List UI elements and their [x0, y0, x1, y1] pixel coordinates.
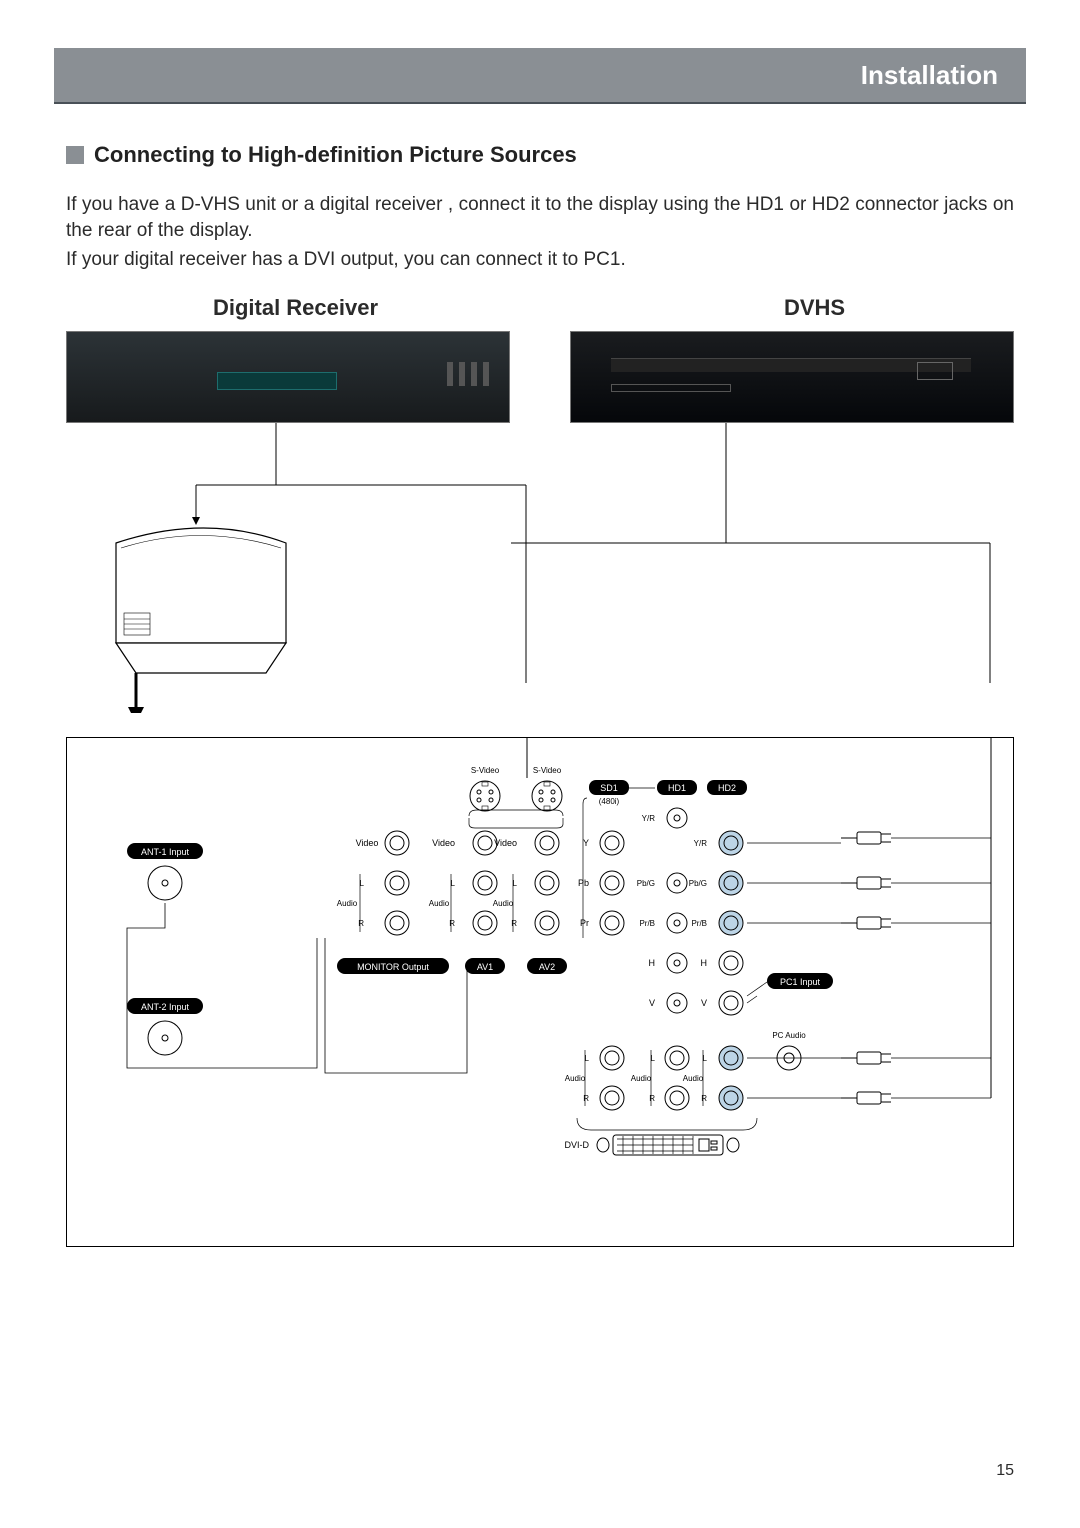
label-dvhs: DVHS: [495, 295, 1014, 321]
hd1-PrB: Pr/B: [639, 919, 655, 928]
audio-R: R: [358, 919, 364, 928]
dvi-label: DVI-D: [565, 1140, 590, 1150]
dvi-connector: DVI-D: [565, 1135, 740, 1155]
hd1-YR: Y/R: [642, 814, 656, 823]
digital-receiver-image: [66, 331, 510, 423]
sd1-audio: L Audio R: [565, 1046, 624, 1110]
hd1-H: H: [649, 958, 656, 968]
side-plugs: [841, 832, 891, 1104]
sd1-header: SD1 (480i): [589, 780, 629, 806]
ant2-group: ANT-2 Input: [127, 998, 203, 1055]
label-digital-receiver: Digital Receiver: [66, 295, 495, 321]
hd-header: HD1 HD2: [657, 780, 747, 795]
sd1-label: SD1: [600, 783, 618, 793]
hd1a-audio: Audio: [631, 1074, 652, 1083]
sd1a-R: R: [583, 1094, 589, 1103]
sd1a-audio: Audio: [565, 1074, 586, 1083]
hd2-PrB: Pr/B: [691, 919, 707, 928]
bullet-icon: [66, 146, 84, 164]
sd1-Pb: Pb: [578, 878, 589, 888]
av1-audio: Audio: [429, 899, 450, 908]
av2-R: R: [511, 919, 517, 928]
ant2-label: ANT-2 Input: [141, 1002, 190, 1012]
rear-panel-svg: ANT-1 Input ANT-2 Input Video L Audio: [67, 738, 1013, 1246]
sd1-Pr: Pr: [580, 918, 589, 928]
hd1-audio: L Audio R: [631, 1046, 689, 1110]
header-title: Installation: [861, 60, 998, 91]
audio-label: Audio: [337, 899, 358, 908]
av1-label: AV1: [477, 962, 493, 972]
body-para-2: If your digital receiver has a DVI outpu…: [66, 247, 1014, 273]
monitor-out-label: MONITOR Output: [357, 962, 429, 972]
hd1-V: V: [649, 998, 655, 1008]
hd2-label: HD2: [718, 783, 736, 793]
device-labels: Digital Receiver DVHS: [66, 295, 1014, 321]
section-heading: Connecting to High-definition Picture So…: [66, 142, 1014, 168]
svideo2-label: S-Video: [533, 766, 562, 775]
hd1-PbG: Pb/G: [637, 879, 655, 888]
video-label: Video: [356, 838, 379, 848]
av2-label: AV2: [539, 962, 555, 972]
hd2-V: V: [701, 998, 707, 1008]
page-number: 15: [996, 1462, 1014, 1480]
section-title: Connecting to High-definition Picture So…: [94, 142, 577, 168]
svideo1-label: S-Video: [471, 766, 500, 775]
wiring-diagram: [66, 423, 1014, 713]
av2-column: Video L Audio R AV2: [493, 831, 567, 974]
hd2-H: H: [701, 958, 708, 968]
ant1-label: ANT-1 Input: [141, 847, 190, 857]
av1-R: R: [449, 919, 455, 928]
sd1-sub: (480i): [599, 797, 620, 806]
svideo-group: S-Video S-Video: [470, 766, 562, 811]
hd1-column: Y/R Pb/G Pr/B H V: [637, 808, 687, 1013]
pc-audio-label: PC Audio: [772, 1031, 806, 1040]
hd2a-R: R: [701, 1094, 707, 1103]
page: Installation Connecting to High-definiti…: [0, 0, 1080, 1528]
av2-video: Video: [494, 838, 517, 848]
ant1-group: ANT-1 Input: [127, 843, 203, 900]
section: Connecting to High-definition Picture So…: [66, 142, 1014, 273]
av2-audio: Audio: [493, 899, 514, 908]
pc1-label: PC1 Input: [780, 977, 821, 987]
hd1-label: HD1: [668, 783, 686, 793]
sd1-Y: Y: [583, 838, 589, 848]
hd2-PbG: Pb/G: [689, 879, 707, 888]
av1-video: Video: [432, 838, 455, 848]
body-para-1: If you have a D-VHS unit or a digital re…: [66, 192, 1014, 243]
hd2-column: Y/R Pb/G Pr/B H V: [689, 831, 743, 1015]
rear-panel: ANT-1 Input ANT-2 Input Video L Audio: [66, 737, 1014, 1247]
dvhs-image: [570, 331, 1014, 423]
hd1a-R: R: [649, 1094, 655, 1103]
devices-row: [66, 331, 1014, 423]
hd2-YR: Y/R: [694, 839, 708, 848]
hd2a-audio: Audio: [683, 1074, 704, 1083]
header-bar: Installation: [54, 48, 1026, 104]
hd2-audio: L Audio R: [683, 1046, 743, 1110]
sd1-column: Y Pb Pr: [578, 831, 624, 935]
